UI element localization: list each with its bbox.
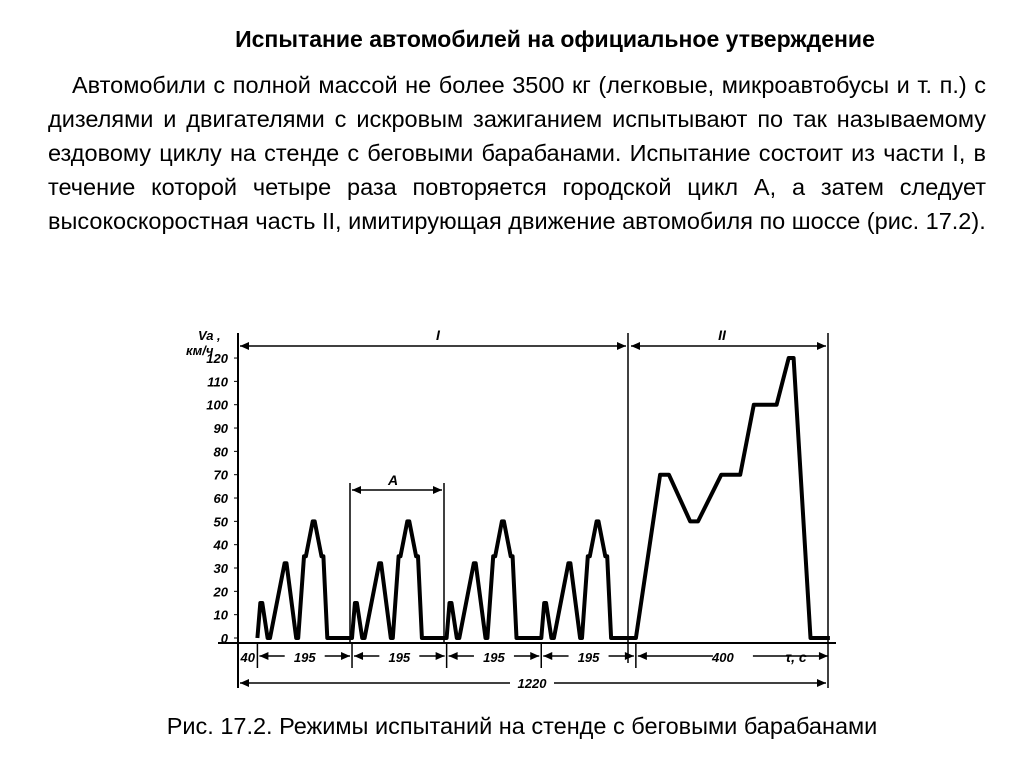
duration-arrow-right bbox=[530, 652, 540, 660]
total-dim-arrow-left bbox=[240, 679, 249, 687]
figure-caption: Рис. 17.2. Режимы испытаний на стенде с … bbox=[166, 713, 878, 739]
duration-label: 195 bbox=[388, 650, 410, 665]
y-tick-label: 120 bbox=[206, 351, 228, 366]
total-dim-arrow-right bbox=[817, 679, 826, 687]
y-axis-label-line2: км/ч bbox=[186, 343, 214, 358]
y-axis-label-line1: Va , bbox=[198, 328, 221, 343]
duration-label-bg bbox=[712, 648, 753, 664]
y-tick-label: 30 bbox=[214, 561, 229, 576]
duration-label-bg bbox=[284, 648, 325, 664]
part2-dim-arrow-right bbox=[817, 342, 826, 350]
duration-label-bg bbox=[568, 648, 609, 664]
duration-label: 195 bbox=[483, 650, 505, 665]
y-tick-label: 0 bbox=[221, 631, 229, 646]
duration-arrow-right bbox=[624, 652, 634, 660]
cycle-a-dim-arrow-left bbox=[352, 486, 361, 494]
duration-arrow-right bbox=[341, 652, 351, 660]
speed-trace bbox=[255, 356, 830, 640]
duration-arrow-right bbox=[818, 652, 828, 660]
y-tick-label: 80 bbox=[214, 444, 229, 459]
y-tick-label: 60 bbox=[214, 491, 229, 506]
total-duration-label: 1220 bbox=[518, 676, 548, 691]
y-tick-label: 50 bbox=[214, 514, 229, 529]
y-tick-label: 100 bbox=[206, 398, 228, 413]
cycle-a-label: A bbox=[387, 472, 398, 488]
duration-arrow-left bbox=[637, 652, 647, 660]
duration-label-bg bbox=[379, 648, 420, 664]
x-axis-label: τ, с bbox=[785, 649, 807, 665]
y-tick-label: 10 bbox=[214, 608, 229, 623]
part1-dim-arrow-right bbox=[617, 342, 626, 350]
y-tick-label: 20 bbox=[213, 584, 229, 599]
duration-label: 195 bbox=[294, 650, 316, 665]
duration-label: 400 bbox=[711, 650, 734, 665]
page-title: Испытание автомобилей на официальное утв… bbox=[235, 26, 875, 52]
cycle-a-dim-arrow-right bbox=[433, 486, 442, 494]
part2-label: II bbox=[718, 327, 727, 343]
y-tick-label: 110 bbox=[207, 374, 228, 389]
part1-dim-arrow-left bbox=[240, 342, 249, 350]
duration-label: 40 bbox=[239, 650, 255, 665]
duration-label: 195 bbox=[578, 650, 600, 665]
y-tick-label: 90 bbox=[214, 421, 229, 436]
body-paragraph: Автомобили с полной массой не более 3500… bbox=[48, 72, 986, 234]
duration-arrow-left bbox=[543, 652, 553, 660]
duration-arrow-left bbox=[448, 652, 458, 660]
duration-arrow-right bbox=[435, 652, 445, 660]
part1-label: I bbox=[436, 327, 441, 343]
y-tick-label: 40 bbox=[213, 538, 229, 553]
duration-arrow-left bbox=[259, 652, 269, 660]
total-label-bg bbox=[510, 674, 554, 690]
part2-dim-arrow-left bbox=[631, 342, 640, 350]
duration-label-bg bbox=[473, 648, 514, 664]
y-tick-label: 70 bbox=[214, 468, 229, 483]
duration-arrow-left bbox=[354, 652, 364, 660]
